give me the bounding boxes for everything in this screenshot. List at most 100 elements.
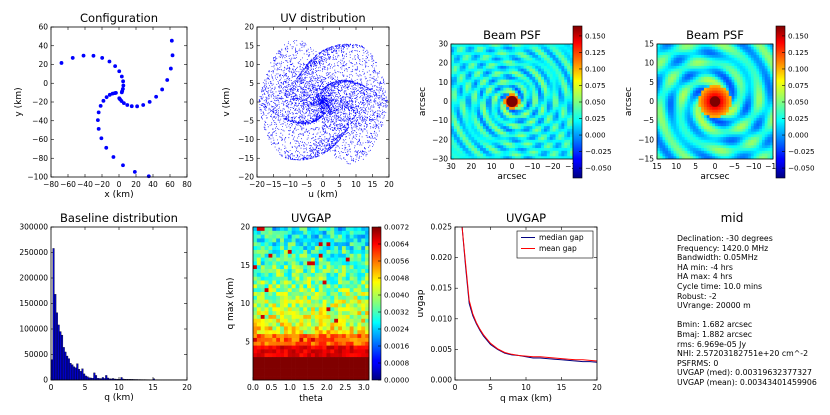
- psf-cell: [726, 131, 730, 135]
- psf-cell: [684, 76, 688, 80]
- psf-cell: [474, 90, 478, 94]
- psf-cell: [770, 49, 773, 53]
- psf-cell: [468, 57, 472, 61]
- psf-cell: [712, 63, 716, 67]
- psf-cell: [690, 93, 694, 97]
- psf-cell: [698, 148, 702, 152]
- psf-cell: [668, 85, 672, 89]
- psf-cell: [742, 112, 746, 116]
- psf-cell: [538, 90, 542, 94]
- psf-cell: [517, 156, 522, 159]
- psf-cell: [503, 96, 507, 100]
- psf-cell: [731, 109, 735, 113]
- psf-cell: [494, 123, 498, 127]
- psf-cell: [734, 104, 738, 108]
- psf-cell: [703, 96, 708, 100]
- psf-cell: [561, 126, 565, 130]
- psf-cell: [745, 87, 749, 91]
- uvgap-cell: [349, 261, 354, 266]
- psf-cell: [750, 87, 755, 91]
- psf-cell: [564, 93, 568, 97]
- psf-cell: [459, 90, 464, 94]
- psf-cell: [665, 82, 669, 86]
- psf-cell: [462, 145, 466, 149]
- psf-cell: [494, 46, 498, 50]
- psf-cell: [767, 106, 771, 111]
- uvgap-cell: [361, 341, 366, 346]
- psf-cell: [723, 82, 727, 86]
- psf-cell: [670, 46, 674, 50]
- uvgap-cell: [256, 307, 262, 312]
- psf-cell: [500, 145, 504, 149]
- psf-cell: [538, 65, 542, 70]
- psf-cell: [750, 148, 755, 152]
- psf-cell: [692, 148, 697, 152]
- psf-cell: [482, 117, 487, 122]
- psf-cell: [552, 85, 556, 89]
- psf-cell: [698, 71, 702, 75]
- psf-cell: [555, 109, 559, 113]
- psf-cell: [535, 137, 539, 141]
- psf-cell: [670, 44, 674, 48]
- psf-cell: [753, 104, 757, 108]
- psf-cell: [750, 65, 755, 70]
- psf-cell: [764, 150, 768, 154]
- psf-cell: [538, 98, 542, 102]
- psf-cell: [731, 65, 735, 70]
- uvgap-cell: [318, 307, 323, 312]
- x-tick-label: 5: [693, 162, 698, 171]
- uvgap-cell: [341, 299, 347, 304]
- psf-cell: [750, 139, 755, 143]
- uvgap-cell: [291, 234, 296, 239]
- psf-cell: [535, 112, 539, 116]
- psf-cell: [561, 82, 565, 86]
- psf-cell: [465, 46, 469, 50]
- psf-cell: [668, 117, 672, 122]
- psf-cell: [701, 106, 705, 111]
- psf-cell: [742, 106, 746, 111]
- psf-cell: [662, 126, 666, 130]
- uvgap-cell: [268, 311, 273, 316]
- uvgap-cell: [276, 257, 281, 262]
- psf-cell: [459, 52, 464, 56]
- psf-cell: [709, 109, 713, 113]
- psf-cell: [497, 74, 501, 78]
- psf-cell: [679, 79, 683, 83]
- psf-cell: [526, 96, 530, 100]
- psf-cell: [529, 76, 533, 80]
- uvgap-cell: [283, 322, 289, 327]
- psf-cell: [657, 68, 661, 72]
- psf-cell: [512, 131, 516, 135]
- psf-cell: [698, 44, 702, 48]
- psf-core: [506, 96, 518, 107]
- uvgap-cell: [307, 314, 312, 320]
- psf-cell: [657, 101, 661, 105]
- uvgap-cell: [357, 269, 362, 274]
- psf-cell: [506, 71, 510, 75]
- uvgap-cell: [268, 246, 273, 251]
- uvgap-cell: [264, 307, 269, 312]
- psf-cell: [709, 117, 713, 122]
- psf-cell: [555, 76, 559, 80]
- uvgap-cell: [287, 295, 292, 300]
- colorbar-tick-label: 0.125: [585, 48, 606, 57]
- psf-cell: [742, 120, 746, 124]
- psf-cell: [477, 79, 481, 83]
- psf-cell: [456, 126, 461, 130]
- psf-cell: [567, 65, 571, 70]
- psf-cell: [690, 98, 694, 102]
- psf-cell: [456, 79, 461, 83]
- psf-cell: [480, 117, 484, 122]
- psf-cell: [474, 112, 478, 116]
- psf-cell: [659, 139, 663, 143]
- uvgap-cell: [307, 249, 312, 255]
- psf-cell: [698, 142, 702, 146]
- psf-cell: [561, 90, 565, 94]
- uvgap-cell: [299, 249, 304, 255]
- psf-cell: [753, 85, 757, 89]
- psf-cell: [514, 104, 519, 108]
- psf-cell: [561, 109, 565, 113]
- psf-cell: [520, 128, 525, 133]
- psf-cell: [703, 109, 708, 113]
- psf-cell: [657, 115, 661, 119]
